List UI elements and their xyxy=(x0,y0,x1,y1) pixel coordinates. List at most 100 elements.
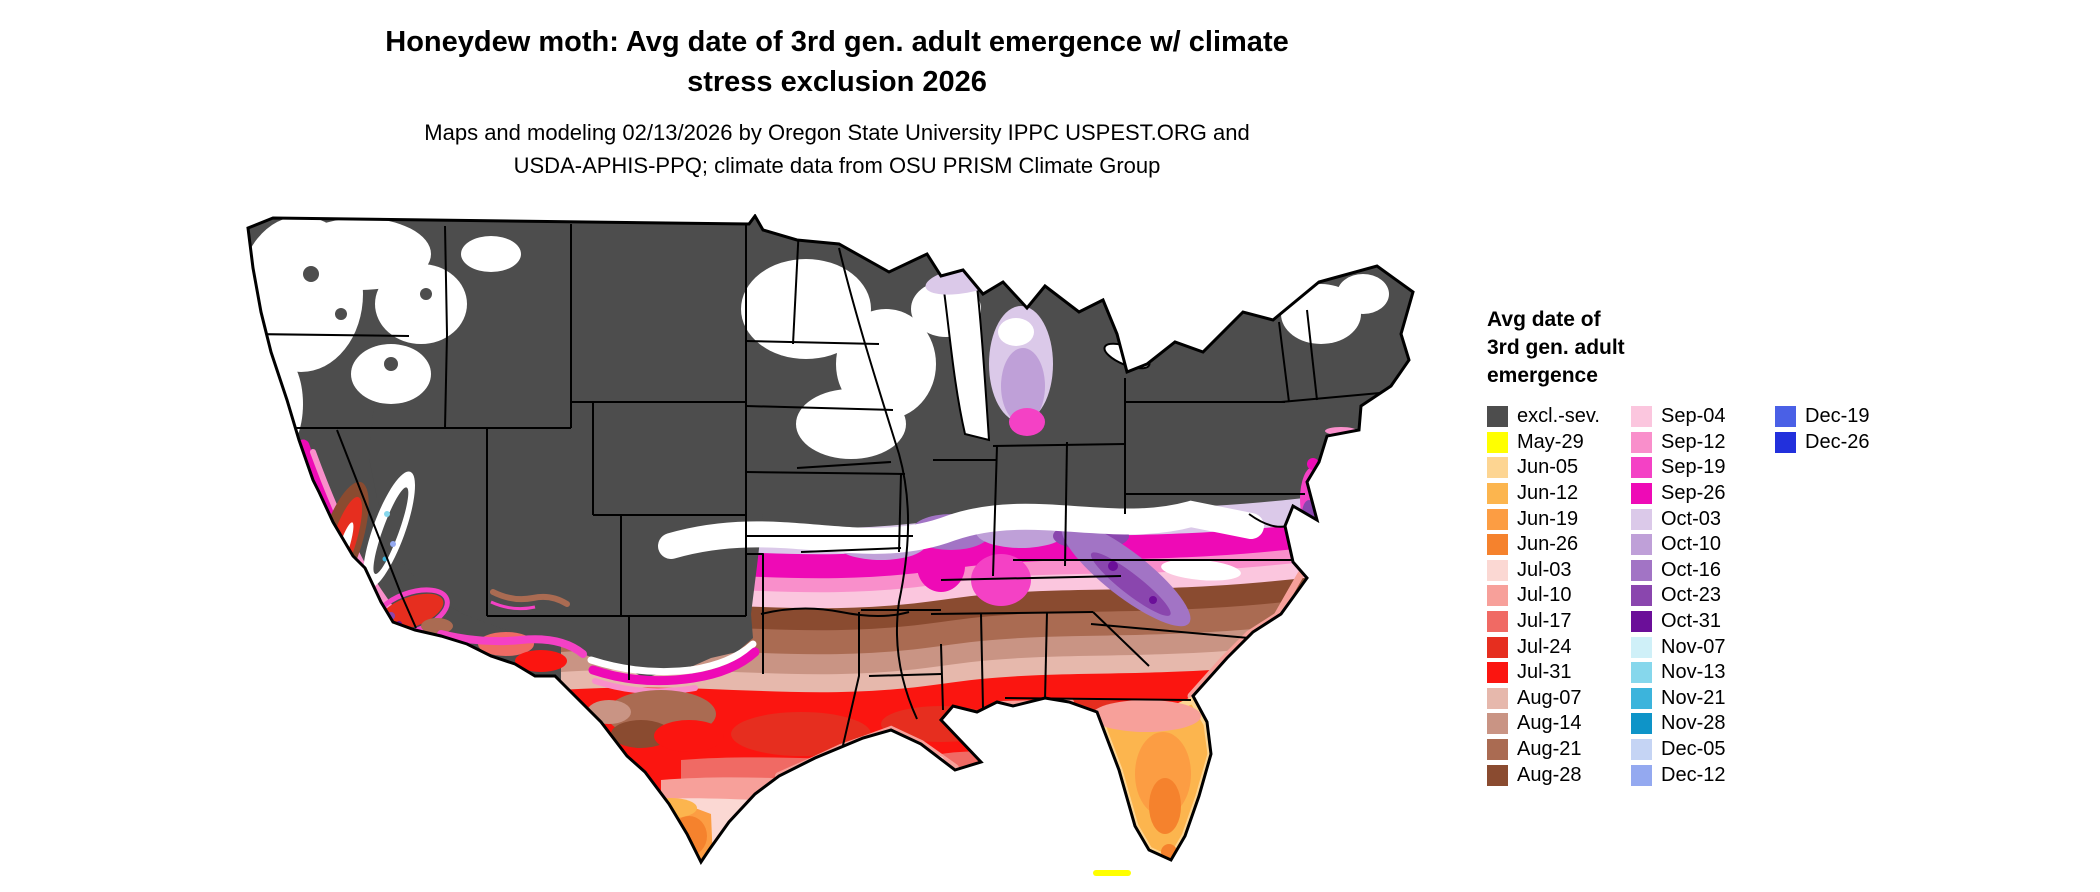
legend-item-label: Aug-14 xyxy=(1517,712,1582,735)
legend-item: Sep-12 xyxy=(1631,430,1755,456)
legend-swatch xyxy=(1631,457,1652,479)
legend-item-label: Oct-03 xyxy=(1661,507,1722,530)
legend-column: Sep-04 Sep-12 Sep-19 Sep-26 Oct-03 Oct-10 Oct-… xyxy=(1631,404,1755,788)
legend-column: Dec-19 Dec-26 xyxy=(1775,404,1899,455)
legend-item-label: Jun-26 xyxy=(1517,533,1579,556)
legend-item-label: Jul-31 xyxy=(1517,661,1572,684)
legend-swatch xyxy=(1487,713,1508,735)
legend-item: Aug-21 xyxy=(1487,737,1611,763)
legend-item: Jul-10 xyxy=(1487,583,1611,609)
legend-item-label: Aug-07 xyxy=(1517,686,1582,709)
legend-title-line2: 3rd gen. adult xyxy=(1487,336,1625,359)
legend-swatch xyxy=(1631,559,1652,581)
map-southwest-detail xyxy=(437,589,760,752)
legend-item-label: Dec-26 xyxy=(1805,430,1870,453)
legend-item-label: Jul-24 xyxy=(1517,635,1572,658)
legend-item: Oct-03 xyxy=(1631,506,1755,532)
legend-item-label: Dec-12 xyxy=(1661,763,1726,786)
legend-item-label: Nov-21 xyxy=(1661,686,1726,709)
map-subtitle-line1: Maps and modeling 02/13/2026 by Oregon S… xyxy=(424,120,1250,145)
legend-swatch xyxy=(1631,713,1652,735)
legend-item: Nov-07 xyxy=(1631,634,1755,660)
legend-title-line3: emergence xyxy=(1487,364,1598,387)
legend-swatch xyxy=(1487,585,1508,607)
legend-item-label: Aug-21 xyxy=(1517,738,1582,761)
legend-item: Jun-12 xyxy=(1487,481,1611,507)
map-rockies-excluded-region xyxy=(369,216,763,678)
legend-title-line1: Avg date of xyxy=(1487,308,1601,331)
legend-swatch xyxy=(1487,534,1508,556)
legend-swatch xyxy=(1487,406,1508,428)
map-florida-keys xyxy=(1093,870,1131,876)
legend-column: excl.-sev. May-29 Jun-05 Jun-12 Jun-19 Jun-26… xyxy=(1487,404,1611,788)
legend-item: Jun-19 xyxy=(1487,506,1611,532)
legend-swatch xyxy=(1487,764,1508,786)
legend-item-label: Nov-28 xyxy=(1661,712,1726,735)
legend-item: Dec-26 xyxy=(1775,430,1899,456)
legend-item: Oct-31 xyxy=(1631,609,1755,635)
legend-swatch xyxy=(1631,764,1652,786)
legend-swatch xyxy=(1487,508,1508,530)
map-title: Honeydew moth: Avg date of 3rd gen. adul… xyxy=(137,22,1537,102)
legend-swatch xyxy=(1631,534,1652,556)
legend-item-label: excl.-sev. xyxy=(1517,405,1600,428)
legend-item: Aug-28 xyxy=(1487,762,1611,788)
legend-item-label: Jun-05 xyxy=(1517,456,1579,479)
legend-item: Jun-26 xyxy=(1487,532,1611,558)
map-title-line1: Honeydew moth: Avg date of 3rd gen. adul… xyxy=(385,26,1289,58)
legend-swatch xyxy=(1487,559,1508,581)
map-florida-detail xyxy=(1091,695,1215,862)
legend-swatch xyxy=(1487,611,1508,633)
figure-header: Honeydew moth: Avg date of 3rd gen. adul… xyxy=(137,22,1537,182)
legend-item: Nov-13 xyxy=(1631,660,1755,686)
legend-item: Dec-05 xyxy=(1631,737,1755,763)
legend-swatch xyxy=(1631,508,1652,530)
legend-swatch xyxy=(1631,611,1652,633)
legend-item: Sep-04 xyxy=(1631,404,1755,430)
legend-item-label: May-29 xyxy=(1517,430,1584,453)
legend-item-label: Jul-17 xyxy=(1517,610,1572,633)
legend-item: Nov-28 xyxy=(1631,711,1755,737)
map-nodata-white-regions xyxy=(248,216,1389,581)
legend-item-label: Jun-19 xyxy=(1517,507,1579,530)
legend-item: excl.-sev. xyxy=(1487,404,1611,430)
state-borders xyxy=(248,224,1392,755)
legend-item: Jul-17 xyxy=(1487,609,1611,635)
legend-swatch xyxy=(1631,662,1652,684)
legend-swatch xyxy=(1487,687,1508,709)
legend-item-label: Nov-13 xyxy=(1661,661,1726,684)
legend-item-label: Jul-03 xyxy=(1517,558,1572,581)
legend-swatch xyxy=(1487,431,1508,453)
legend-item-label: Oct-31 xyxy=(1661,610,1722,633)
legend-item-label: Nov-07 xyxy=(1661,635,1726,658)
legend-item: May-29 xyxy=(1487,430,1611,456)
legend-item-label: Sep-19 xyxy=(1661,456,1726,479)
legend-swatch xyxy=(1631,739,1652,761)
legend-item: Jul-31 xyxy=(1487,660,1611,686)
legend-item-label: Oct-10 xyxy=(1661,533,1722,556)
legend-item: Dec-12 xyxy=(1631,762,1755,788)
legend-swatch xyxy=(1631,406,1652,428)
legend-swatch xyxy=(1775,431,1796,453)
legend-item: Aug-14 xyxy=(1487,711,1611,737)
legend-item: Sep-19 xyxy=(1631,455,1755,481)
legend-item-label: Dec-19 xyxy=(1805,405,1870,428)
legend-swatch xyxy=(1631,431,1652,453)
legend-swatch xyxy=(1631,636,1652,658)
legend: Avg date of 3rd gen. adult emergence exc… xyxy=(1487,306,2047,788)
legend-item-label: Dec-05 xyxy=(1661,738,1726,761)
legend-swatch xyxy=(1631,687,1652,709)
legend-item: Jul-03 xyxy=(1487,558,1611,584)
us-map xyxy=(241,214,1468,892)
legend-item-label: Aug-28 xyxy=(1517,763,1582,786)
legend-item: Sep-26 xyxy=(1631,481,1755,507)
legend-item: Dec-19 xyxy=(1775,404,1899,430)
legend-item-label: Sep-12 xyxy=(1661,430,1726,453)
legend-columns: excl.-sev. May-29 Jun-05 Jun-12 Jun-19 Jun-26… xyxy=(1487,404,2047,788)
legend-swatch xyxy=(1487,662,1508,684)
legend-title: Avg date of 3rd gen. adult emergence xyxy=(1487,306,2047,390)
legend-item: Oct-16 xyxy=(1631,558,1755,584)
legend-item-label: Oct-16 xyxy=(1661,558,1722,581)
legend-item: Jul-24 xyxy=(1487,634,1611,660)
legend-swatch xyxy=(1487,636,1508,658)
